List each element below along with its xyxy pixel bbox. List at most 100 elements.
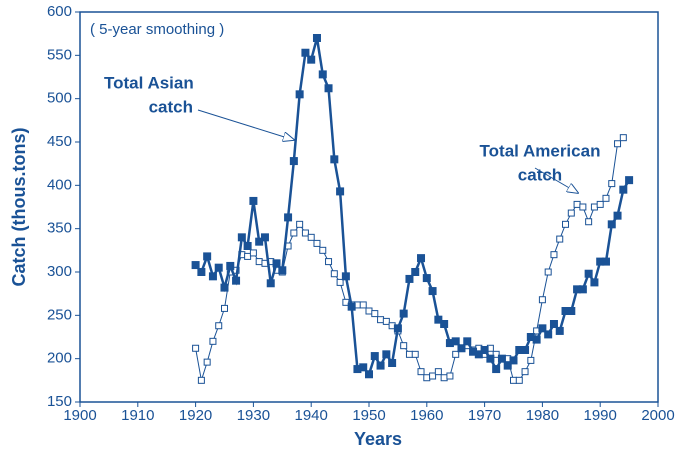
point [399, 309, 408, 318]
point [220, 283, 229, 292]
point [607, 220, 616, 229]
point [538, 296, 546, 304]
point [619, 185, 628, 194]
point [555, 326, 564, 335]
point [411, 268, 420, 276]
point [585, 218, 593, 226]
point [429, 372, 437, 380]
y-tick-label: 500 [47, 90, 72, 107]
point [347, 302, 356, 311]
point [601, 257, 610, 266]
point [532, 335, 541, 344]
x-tick-label: 2000 [641, 407, 674, 424]
point [434, 368, 442, 376]
x-tick-label: 1920 [179, 407, 212, 424]
point [296, 220, 304, 228]
point [197, 268, 206, 276]
point [509, 356, 518, 365]
y-tick-label: 400 [47, 176, 72, 193]
point [376, 361, 385, 370]
point [318, 70, 327, 79]
point [451, 337, 460, 346]
point [244, 252, 252, 260]
point [446, 372, 454, 380]
point [336, 187, 345, 196]
point [312, 34, 321, 42]
point [249, 196, 258, 205]
point [625, 176, 634, 185]
point [590, 203, 598, 211]
point [457, 344, 466, 353]
series-line [194, 37, 631, 377]
point [613, 211, 622, 220]
x-tick-label: 1900 [63, 407, 96, 424]
point [203, 358, 211, 366]
x-tick-label: 1980 [526, 407, 559, 424]
point [255, 237, 264, 246]
point [365, 307, 373, 315]
point [243, 242, 252, 250]
american-arrow [534, 167, 578, 193]
point [463, 337, 472, 346]
y-tick-label: 600 [47, 3, 72, 20]
point [371, 310, 379, 318]
point [417, 254, 426, 263]
point [382, 317, 390, 325]
point [192, 344, 200, 352]
point [434, 315, 443, 324]
point [400, 342, 408, 350]
point [578, 285, 587, 294]
point [359, 363, 368, 372]
point [313, 239, 321, 247]
point [295, 90, 304, 99]
point [428, 287, 437, 296]
point [341, 272, 350, 281]
point [579, 203, 587, 211]
point [336, 278, 344, 286]
point [307, 55, 316, 64]
point [209, 337, 217, 345]
point [255, 258, 263, 266]
point [486, 354, 495, 363]
point [330, 270, 338, 278]
point [584, 269, 593, 278]
point [191, 261, 200, 270]
point [573, 200, 581, 208]
point [290, 229, 298, 237]
annotation: Total Asian [104, 73, 194, 92]
point [423, 374, 431, 382]
point [538, 324, 547, 333]
point [521, 368, 529, 376]
point [440, 374, 448, 382]
point [549, 320, 558, 328]
point [325, 258, 333, 266]
point [388, 359, 397, 367]
y-tick-label: 250 [47, 306, 72, 323]
asian-arrow [197, 109, 294, 140]
x-tick-label: 1970 [468, 407, 501, 424]
point [324, 84, 333, 93]
point [405, 350, 413, 358]
point [382, 350, 391, 359]
point [260, 233, 269, 242]
point [203, 252, 212, 261]
point [272, 259, 281, 268]
point [521, 346, 530, 354]
point [619, 134, 627, 142]
point [510, 376, 517, 384]
point [556, 235, 564, 243]
point [284, 213, 293, 222]
point [608, 180, 616, 188]
annotation: ( 5-year smoothing ) [90, 21, 224, 38]
point [377, 316, 385, 324]
point [596, 200, 604, 208]
x-tick-label: 1930 [237, 407, 270, 424]
point [237, 233, 246, 242]
y-axis-label: Catch (thous.tons) [9, 128, 29, 287]
point [208, 272, 217, 281]
point [301, 229, 309, 237]
point [359, 301, 367, 309]
point [503, 361, 512, 370]
point [266, 279, 275, 288]
annotation: Total American [480, 141, 601, 160]
